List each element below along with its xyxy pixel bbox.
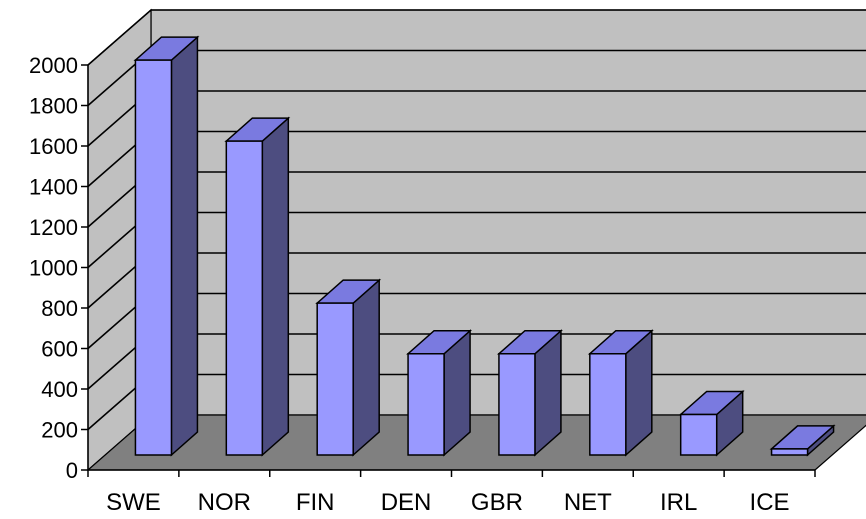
x-tick-label: DEN — [381, 489, 432, 516]
bar-nor — [224, 116, 291, 457]
bar-front-face — [770, 448, 809, 456]
bar-side-face — [352, 278, 380, 457]
x-tick-label: SWE — [106, 489, 161, 516]
bars — [133, 35, 836, 457]
gridline — [87, 9, 866, 66]
y-tick-label: 800 — [41, 296, 78, 321]
x-tick-label: NET — [564, 489, 612, 516]
bar-den — [406, 329, 473, 457]
x-tick-label: FIN — [296, 489, 335, 516]
floor — [86, 414, 866, 471]
y-tick-label: 200 — [41, 418, 78, 443]
y-tick-label: 0 — [66, 458, 78, 483]
bar-front-face — [407, 353, 445, 456]
bar-fin — [315, 278, 382, 457]
y-tick-label: 1600 — [29, 134, 78, 159]
bar-gbr — [496, 329, 563, 457]
bar-front-face — [225, 140, 264, 456]
bar-net — [587, 329, 654, 457]
y-tick-label: 400 — [41, 377, 78, 402]
x-tick-label: IRL — [660, 489, 697, 516]
bar-side-face — [170, 35, 199, 457]
y-tick-label: 600 — [41, 337, 78, 362]
chart-walls — [86, 8, 866, 472]
y-tick-label: 1000 — [29, 256, 78, 281]
x-axis: SWE NOR FIN DEN GBR NET IRL ICE — [87, 469, 816, 516]
y-tick-label: 1400 — [29, 175, 78, 200]
bar-irl — [678, 389, 745, 457]
bar-ice — [769, 424, 836, 457]
bar-swe — [133, 35, 200, 457]
bar-front-face — [134, 59, 173, 456]
x-tick-label: GBR — [471, 489, 523, 516]
y-tick-label: 1800 — [29, 94, 78, 119]
y-tick-label: 1200 — [29, 215, 78, 240]
bar-front-face — [679, 413, 718, 456]
x-tick-label: NOR — [198, 489, 251, 516]
bar-front-face — [316, 302, 354, 456]
x-tick-label: ICE — [750, 489, 790, 516]
bar-front-face — [498, 353, 536, 456]
bar-front-face — [589, 353, 627, 456]
y-axis: 0 200 400 600 800 1000 1200 1400 1600 1800 2000 — [29, 53, 89, 483]
bar-side-face — [261, 116, 290, 457]
y-tick-label: 2000 — [29, 53, 78, 78]
